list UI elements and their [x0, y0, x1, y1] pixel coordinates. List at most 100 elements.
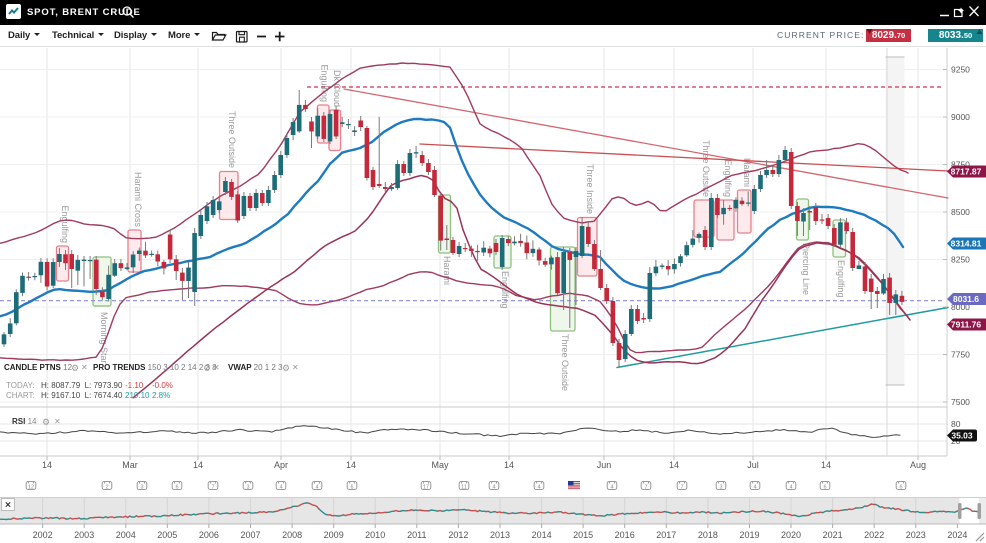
- svg-text:2: 2: [105, 485, 108, 491]
- svg-text:Engulfing: Engulfing: [60, 205, 70, 243]
- svg-text:11: 11: [461, 485, 467, 491]
- svg-text:Three Outside: Three Outside: [701, 140, 711, 197]
- svg-text:3: 3: [140, 485, 143, 491]
- svg-text:2004: 2004: [116, 530, 136, 540]
- svg-text:14: 14: [346, 460, 356, 470]
- svg-text:2014: 2014: [532, 530, 552, 540]
- svg-text:9000: 9000: [951, 112, 970, 122]
- svg-text:Aug: Aug: [910, 460, 926, 470]
- svg-text:✕: ✕: [292, 363, 299, 372]
- svg-text:2016: 2016: [615, 530, 635, 540]
- svg-text:✕: ✕: [81, 363, 88, 372]
- svg-text:14: 14: [669, 460, 679, 470]
- svg-text:Mar: Mar: [122, 460, 138, 470]
- svg-text:17: 17: [423, 485, 429, 491]
- svg-text:80: 80: [951, 419, 961, 429]
- svg-text:6: 6: [350, 485, 353, 491]
- svg-text:2024: 2024: [947, 530, 967, 540]
- svg-text:Morning Star: Morning Star: [99, 312, 109, 364]
- svg-text:12: 12: [28, 485, 34, 491]
- svg-text:PRO TRENDS 150 3 10 2 14 2 3 8: PRO TRENDS 150 3 10 2 14 2 3 8: [93, 363, 217, 372]
- svg-text:Apr: Apr: [274, 460, 288, 470]
- svg-text:2008: 2008: [282, 530, 302, 540]
- svg-text:Jun: Jun: [597, 460, 612, 470]
- svg-text:2023: 2023: [906, 530, 926, 540]
- svg-text:4: 4: [537, 485, 540, 491]
- svg-text:2021: 2021: [823, 530, 843, 540]
- svg-text:2018: 2018: [698, 530, 718, 540]
- svg-text:✕: ✕: [5, 501, 12, 510]
- svg-text:7911.76: 7911.76: [951, 320, 982, 330]
- svg-text:Jul: Jul: [747, 460, 759, 470]
- svg-text:14: 14: [193, 460, 203, 470]
- svg-text:4: 4: [492, 485, 495, 491]
- svg-text:⚙: ⚙: [71, 363, 79, 373]
- svg-text:Engulfing: Engulfing: [723, 159, 733, 197]
- svg-text:2006: 2006: [199, 530, 219, 540]
- svg-text:Harami: Harami: [442, 256, 452, 285]
- svg-text:6: 6: [175, 485, 178, 491]
- svg-text:⚙: ⚙: [203, 363, 211, 373]
- svg-text:Three Outside: Three Outside: [560, 334, 570, 391]
- svg-text:3: 3: [719, 485, 722, 491]
- svg-text:2022: 2022: [864, 530, 884, 540]
- svg-text:7: 7: [680, 485, 683, 491]
- svg-text:2020: 2020: [781, 530, 801, 540]
- svg-text:-1.10: -1.10: [125, 381, 144, 390]
- svg-text:219.10: 219.10: [125, 391, 150, 400]
- svg-text:H: 8087.79 L: 7973.90: H: 8087.79 L: 7973.90: [41, 381, 123, 390]
- svg-text:2015: 2015: [573, 530, 593, 540]
- svg-text:2013: 2013: [490, 530, 510, 540]
- svg-text:8717.87: 8717.87: [951, 167, 982, 177]
- svg-text:8500: 8500: [951, 207, 970, 217]
- svg-text:4: 4: [315, 485, 318, 491]
- svg-text:Piercing Line: Piercing Line: [801, 243, 811, 295]
- svg-text:-0.0%: -0.0%: [152, 381, 173, 390]
- svg-text:RSI 14: RSI 14: [12, 417, 37, 426]
- svg-text:8031.6: 8031.6: [953, 294, 979, 304]
- svg-text:Dk Cloud: Dk Cloud: [332, 70, 342, 107]
- svg-text:✕: ✕: [54, 417, 61, 426]
- svg-text:Three Outside: Three Outside: [227, 111, 237, 168]
- svg-text:2012: 2012: [448, 530, 468, 540]
- svg-text:Engulfing: Engulfing: [836, 260, 846, 298]
- svg-text:3: 3: [246, 485, 249, 491]
- svg-text:7: 7: [644, 485, 647, 491]
- svg-text:H: 9167.10 L: 7674.40: H: 9167.10 L: 7674.40: [41, 391, 123, 400]
- svg-text:9250: 9250: [951, 65, 970, 75]
- svg-text:8314.81: 8314.81: [951, 239, 982, 249]
- svg-text:2005: 2005: [157, 530, 177, 540]
- svg-text:CHART:: CHART:: [6, 391, 35, 400]
- svg-text:⚙: ⚙: [282, 363, 290, 373]
- svg-text:14: 14: [504, 460, 514, 470]
- svg-text:4: 4: [610, 485, 613, 491]
- svg-text:2010: 2010: [365, 530, 385, 540]
- svg-text:VWAP 20 1 2 3: VWAP 20 1 2 3: [228, 363, 283, 372]
- svg-text:7750: 7750: [951, 350, 970, 360]
- svg-text:2017: 2017: [656, 530, 676, 540]
- svg-text:2019: 2019: [739, 530, 759, 540]
- svg-text:4: 4: [789, 485, 792, 491]
- svg-text:6: 6: [823, 485, 826, 491]
- svg-text:2009: 2009: [324, 530, 344, 540]
- svg-text:Three Inside: Three Inside: [585, 164, 595, 214]
- svg-text:⚙: ⚙: [42, 417, 50, 427]
- svg-text:7: 7: [211, 485, 214, 491]
- svg-text:Harami Cross: Harami Cross: [133, 172, 143, 228]
- svg-text:8000: 8000: [951, 302, 970, 312]
- svg-text:4: 4: [279, 485, 282, 491]
- svg-text:4: 4: [753, 485, 756, 491]
- svg-text:35.03: 35.03: [951, 431, 973, 441]
- svg-text:2007: 2007: [240, 530, 260, 540]
- svg-text:8750: 8750: [951, 160, 970, 170]
- svg-text:Engulfing: Engulfing: [320, 64, 330, 102]
- svg-text:6: 6: [899, 485, 902, 491]
- svg-text:2011: 2011: [407, 530, 426, 540]
- svg-text:7500: 7500: [951, 397, 970, 407]
- svg-text:2003: 2003: [74, 530, 94, 540]
- svg-text:14: 14: [821, 460, 831, 470]
- svg-text:8250: 8250: [951, 255, 970, 265]
- svg-text:14: 14: [42, 460, 52, 470]
- svg-text:✕: ✕: [213, 363, 220, 372]
- svg-text:CANDLE PTNS 12: CANDLE PTNS 12: [4, 363, 73, 372]
